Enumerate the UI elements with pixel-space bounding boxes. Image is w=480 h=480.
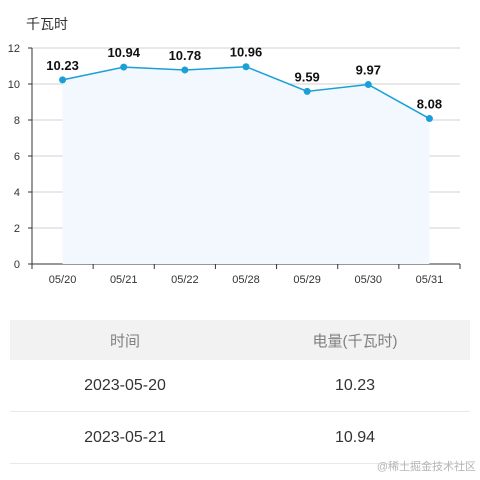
x-tick-label: 05/31 (416, 274, 444, 286)
x-tick-label: 05/30 (355, 274, 383, 286)
table-header: 时间 电量(千瓦时) (10, 320, 470, 360)
chart: 千瓦时 0 2 4 6 8 10 12 10.23 10.94 10.78 10.96 9.59 9.9… (8, 16, 461, 286)
column-header-energy: 电量(千瓦时) (312, 332, 398, 350)
data-label: 10.94 (107, 45, 140, 60)
data-label: 10.23 (46, 58, 79, 73)
y-tick-label: 4 (14, 187, 20, 199)
data-label: 9.97 (356, 63, 381, 78)
x-tick-label: 05/28 (232, 274, 260, 286)
y-tick-label: 12 (8, 43, 20, 55)
cell-value: 10.94 (334, 428, 376, 446)
y-tick-label: 8 (14, 115, 20, 127)
data-point (364, 81, 372, 89)
data-table: 时间 电量(千瓦时) 2023-05-20 10.23 2023-05-21 1… (10, 320, 470, 464)
x-tick-label: 05/21 (110, 274, 138, 286)
data-point (242, 63, 250, 71)
y-axis-unit-label: 千瓦时 (26, 16, 68, 32)
table-row: 2023-05-20 10.23 (10, 360, 470, 412)
series-area (62, 66, 430, 264)
cell-date: 2023-05-21 (84, 428, 166, 446)
x-tick-label: 05/20 (49, 274, 77, 286)
cell-date: 2023-05-20 (84, 376, 166, 394)
watermark: @稀土掘金技术社区 (376, 461, 476, 473)
x-tick-label: 05/29 (293, 274, 321, 286)
data-point (181, 66, 189, 74)
data-label: 9.59 (294, 69, 319, 84)
data-label: 8.08 (417, 97, 442, 112)
data-point (303, 87, 311, 95)
y-tick-label: 6 (14, 151, 20, 163)
x-tick-label: 05/22 (171, 274, 199, 286)
data-point (120, 63, 128, 71)
y-tick-label: 2 (14, 223, 20, 235)
data-label: 10.96 (230, 45, 263, 60)
data-point (425, 115, 433, 123)
column-header-time: 时间 (109, 332, 140, 350)
line-chart-svg: 0 2 4 6 8 10 12 10.23 10.94 10.78 10.96 9.59 9.97 8.0… (8, 43, 461, 286)
data-label: 10.78 (169, 48, 202, 63)
data-point (59, 76, 67, 84)
cell-value: 10.23 (334, 376, 376, 394)
table-row: 2023-05-21 10.94 (10, 412, 470, 464)
y-tick-label: 0 (14, 259, 20, 271)
y-tick-label: 10 (8, 79, 20, 91)
